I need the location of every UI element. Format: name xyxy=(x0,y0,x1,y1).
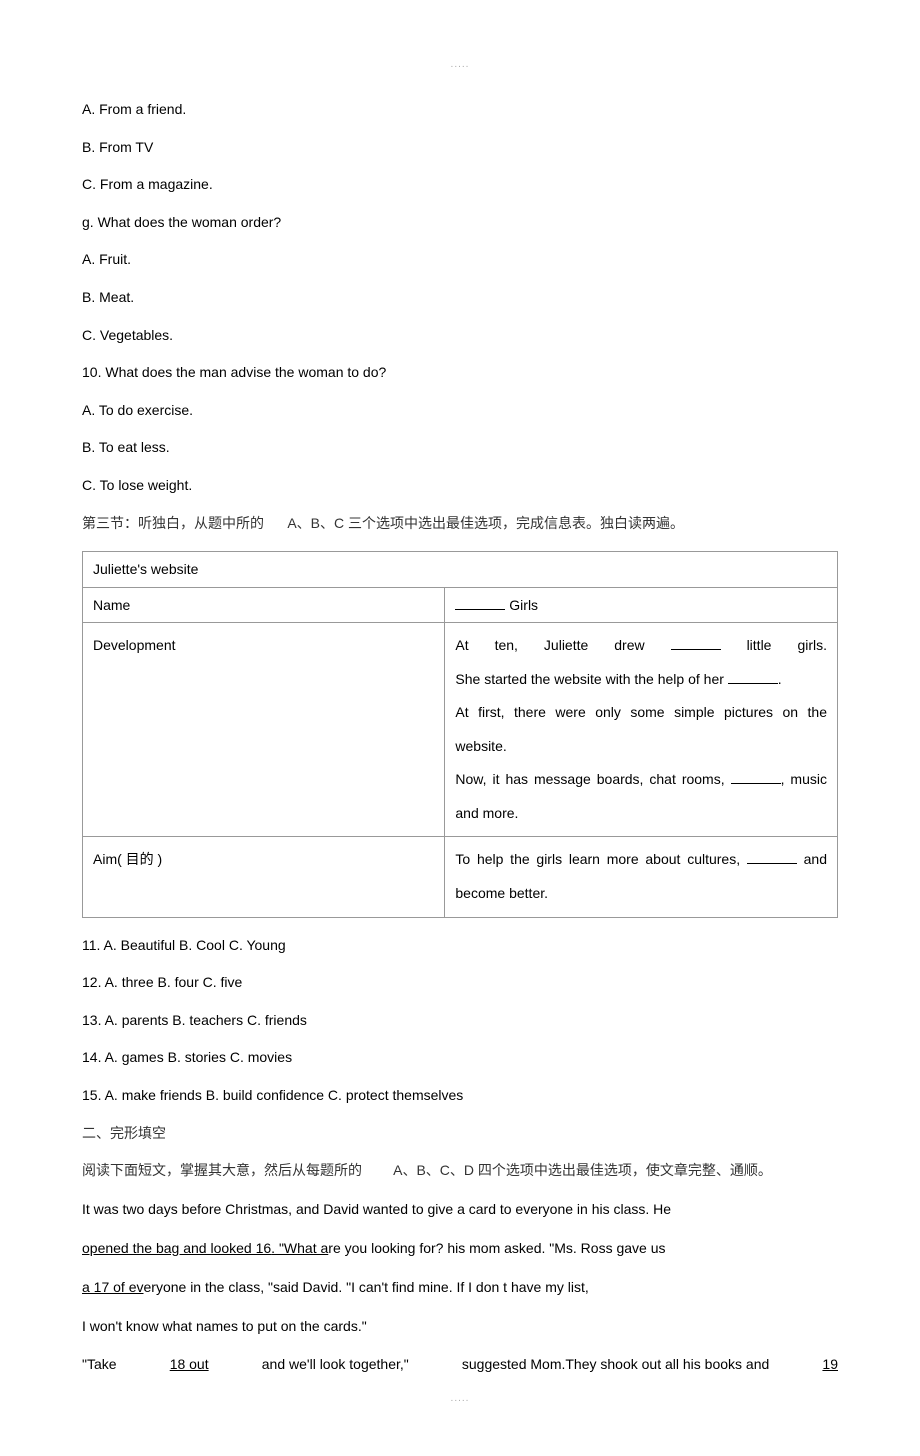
passage-p3: a 17 of everyone in the class, "said Dav… xyxy=(82,1277,838,1298)
intro-a: 阅读下面短文，掌握其大意，然后从每题所的 xyxy=(82,1162,362,1178)
passage-p5: "Take 18 out and we'll look together," s… xyxy=(82,1355,838,1375)
blank-cultures xyxy=(747,850,797,864)
passage-p2: opened the bag and looked 16. "What are … xyxy=(82,1238,838,1259)
dev-2a: She started the website with the help of… xyxy=(455,671,727,687)
option-b-meat: B. Meat. xyxy=(82,288,838,308)
table-development-label: Development xyxy=(83,622,445,837)
q13: 13. A. parents B. teachers C. friends xyxy=(82,1011,838,1031)
option-a-friend: A. From a friend. xyxy=(82,100,838,120)
juliette-table: Juliette's website Name Girls Developmen… xyxy=(82,551,838,918)
q14: 14. A. games B. stories C. movies xyxy=(82,1048,838,1068)
intro-abcd: A、B、C、D xyxy=(393,1162,474,1178)
blank-girls xyxy=(455,596,505,610)
question-10: 10. What does the man advise the woman t… xyxy=(82,363,838,383)
question-g: g. What does the woman order? xyxy=(82,213,838,233)
p3a: a 17 of ev xyxy=(82,1279,144,1295)
dev-1b: little girls. xyxy=(721,637,827,653)
table-header: Juliette's website xyxy=(83,552,838,587)
dev-4a: Now, it has message boards, chat rooms, xyxy=(455,771,730,787)
p2b: . "What a xyxy=(271,1240,328,1256)
p5b: and we'll look together," xyxy=(262,1355,409,1375)
p3b: eryone in the class, "said David. "I can… xyxy=(144,1279,589,1295)
dev-line-3: At first, there were only some simple pi… xyxy=(455,696,827,763)
section3-abc: A、B、C xyxy=(287,515,344,531)
p2c: re you looking for? his mom asked. "Ms. … xyxy=(328,1240,665,1256)
dev-2b: . xyxy=(778,671,782,687)
option-b-eatless: B. To eat less. xyxy=(82,438,838,458)
dev-line-1: At ten, Juliette drew little girls. xyxy=(455,629,827,663)
passage-p1: It was two days before Christmas, and Da… xyxy=(82,1199,838,1220)
table-aim-label: Aim( 目的 ) xyxy=(83,837,445,917)
table-name-value: Girls xyxy=(445,587,838,622)
section-2-intro: 阅读下面短文，掌握其大意，然后从每题所的 A、B、C、D 四个选项中选出最佳选项… xyxy=(82,1161,838,1181)
p5a: "Take xyxy=(82,1355,117,1375)
p5-18: 18 out xyxy=(170,1355,209,1375)
blank-help xyxy=(728,670,778,684)
table-development-value: At ten, Juliette drew little girls. She … xyxy=(445,622,838,837)
option-b-tv: B. From TV xyxy=(82,138,838,158)
table-name-label: Name xyxy=(83,587,445,622)
q15: 15. A. make friends B. build confidence … xyxy=(82,1086,838,1106)
section-2-title: 二、完形填空 xyxy=(82,1124,838,1144)
dev-line-2: She started the website with the help of… xyxy=(455,663,827,697)
option-c-vegetables: C. Vegetables. xyxy=(82,326,838,346)
dev-1a: At ten, Juliette drew xyxy=(455,637,670,653)
p5-19: 19 xyxy=(822,1355,838,1375)
aim-a: To help the girls learn more about cultu… xyxy=(455,851,746,867)
intro-b: 四个选项中选出最佳选项，使文章完整、通顺。 xyxy=(478,1162,772,1178)
blank-music xyxy=(731,770,781,784)
option-c-magazine: C. From a magazine. xyxy=(82,175,838,195)
header-dots: ..... xyxy=(82,58,838,72)
option-a-exercise: A. To do exercise. xyxy=(82,401,838,421)
table-aim-value: To help the girls learn more about cultu… xyxy=(445,837,838,917)
passage-p4: I won't know what names to put on the ca… xyxy=(82,1316,838,1337)
section3-suffix: 三个选项中选出最佳选项，完成信息表。独白读两遍。 xyxy=(348,515,684,531)
q12: 12. A. three B. four C. five xyxy=(82,973,838,993)
section-3-header: 第三节：听独白，从题中所的 A、B、C 三个选项中选出最佳选项，完成信息表。独白… xyxy=(82,514,838,534)
footer-dots: ..... xyxy=(82,1392,838,1406)
section3-prefix: 第三节：听独白，从题中所的 xyxy=(82,515,264,531)
blank-drew xyxy=(671,636,721,650)
p5c: suggested Mom.They shook out all his boo… xyxy=(462,1355,769,1375)
p2a: opened the bag and looked 16 xyxy=(82,1240,271,1256)
dev-line-4: Now, it has message boards, chat rooms, … xyxy=(455,763,827,830)
option-c-loseweight: C. To lose weight. xyxy=(82,476,838,496)
girls-text: Girls xyxy=(505,597,538,613)
q11: 11. A. Beautiful B. Cool C. Young xyxy=(82,936,838,956)
option-a-fruit: A. Fruit. xyxy=(82,250,838,270)
